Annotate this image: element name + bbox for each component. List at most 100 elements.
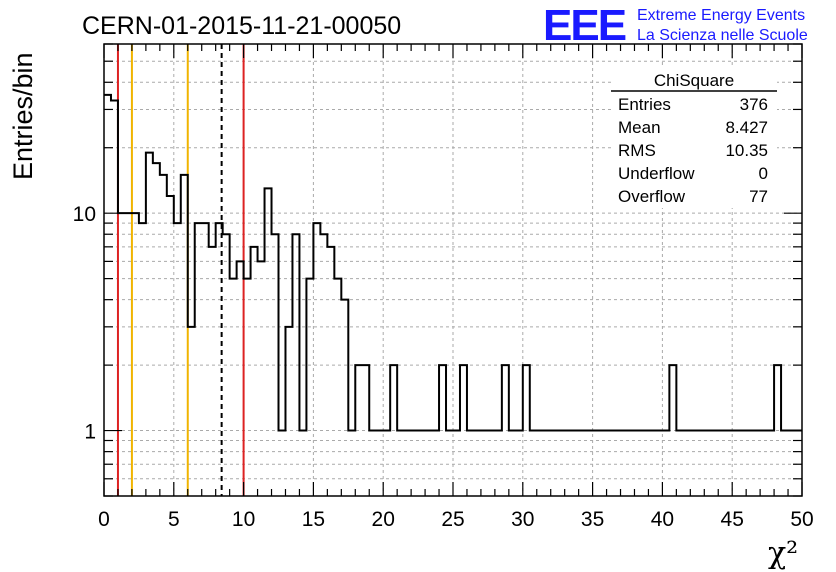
histogram-bin xyxy=(530,431,537,496)
histogram-bin xyxy=(495,431,502,496)
y-tick-label: 10 xyxy=(73,203,96,226)
histogram-bin xyxy=(167,196,174,496)
histogram-bin xyxy=(767,431,774,496)
histogram-bin xyxy=(711,431,718,496)
histogram-bin xyxy=(425,431,432,496)
stats-label-entries: Entries xyxy=(618,95,671,114)
histogram-bin xyxy=(621,431,628,496)
axis-ticks xyxy=(103,43,803,497)
histogram-bin xyxy=(669,365,676,496)
histogram-bin xyxy=(467,431,474,496)
stats-box: ChiSquare Entries 376 Mean 8.427 RMS 10.… xyxy=(611,68,777,208)
histogram-bin xyxy=(474,431,481,496)
histogram-bin xyxy=(432,431,439,496)
histogram-bin xyxy=(390,365,397,496)
histogram-bin xyxy=(111,100,118,496)
histogram-bin xyxy=(202,223,209,496)
run-title: CERN-01-2015-11-21-00050 xyxy=(82,12,401,40)
histogram-bin xyxy=(593,431,600,496)
histogram-bin xyxy=(607,431,614,496)
x-tick-label: 5 xyxy=(168,508,180,531)
histogram-bin xyxy=(279,431,286,496)
x-tick-label: 35 xyxy=(581,508,604,531)
histogram-bin xyxy=(746,431,753,496)
histogram-bin xyxy=(690,431,697,496)
grid xyxy=(104,44,802,496)
histogram-bin xyxy=(662,431,669,496)
histogram-bin xyxy=(628,431,635,496)
histogram-bin xyxy=(244,279,251,496)
stats-label-overflow: Overflow xyxy=(618,187,686,206)
histogram-bin xyxy=(760,431,767,496)
histogram-bin xyxy=(523,365,530,496)
histogram-bin xyxy=(502,365,509,496)
histogram-bin xyxy=(739,431,746,496)
histogram-bin xyxy=(139,223,146,496)
x-tick-label: 40 xyxy=(651,508,674,531)
stats-value-mean: 8.427 xyxy=(725,118,768,137)
histogram-bin xyxy=(614,431,621,496)
histogram-bin xyxy=(285,327,292,496)
histogram-bin xyxy=(383,431,390,496)
histogram-bin xyxy=(174,223,181,496)
histogram-bin xyxy=(369,431,376,496)
histogram-bin xyxy=(251,247,258,496)
histogram-bin xyxy=(732,431,739,496)
histogram-bin xyxy=(516,431,523,496)
x-tick-label: 0 xyxy=(98,508,110,531)
histogram-bin xyxy=(725,431,732,496)
histogram-bin xyxy=(453,431,460,496)
x-axis-title: χ² xyxy=(768,536,798,571)
x-tick-label: 20 xyxy=(372,508,395,531)
x-tick-label: 45 xyxy=(721,508,744,531)
histogram-bin xyxy=(216,223,223,496)
histogram-bin xyxy=(572,431,579,496)
stats-value-underflow: 0 xyxy=(759,164,768,183)
x-tick-label: 25 xyxy=(441,508,464,531)
histogram-bin xyxy=(704,431,711,496)
histogram-bin xyxy=(781,431,788,496)
histogram-bin xyxy=(355,365,362,496)
histogram-bin xyxy=(265,188,272,496)
histogram-bin xyxy=(774,365,781,496)
histogram-bin xyxy=(125,213,132,496)
histogram-bin xyxy=(341,300,348,496)
y-axis-title: Entries/bin xyxy=(8,52,38,180)
histogram-bin xyxy=(446,431,453,496)
histogram-bin xyxy=(292,234,299,496)
x-tick-label: 10 xyxy=(232,508,255,531)
histogram-bin xyxy=(299,431,306,496)
histogram-bin xyxy=(153,163,160,496)
histogram-bin xyxy=(146,153,153,496)
stats-value-overflow: 77 xyxy=(749,187,768,206)
tick-labels: 0 5 10 15 20 25 30 35 40 45 50 1 10 xyxy=(73,203,814,531)
histogram-bin xyxy=(683,431,690,496)
histogram-bin xyxy=(411,431,418,496)
histogram-bin xyxy=(188,327,195,496)
histogram-bin xyxy=(676,431,683,496)
histogram-bin xyxy=(272,234,279,496)
histogram-bin xyxy=(558,431,565,496)
histogram-bin xyxy=(376,431,383,496)
histogram-bin xyxy=(237,261,244,496)
histogram-bin xyxy=(551,431,558,496)
histogram-bin xyxy=(181,175,188,496)
histogram-bin xyxy=(334,279,341,496)
eee-logo: EEE Extreme Energy Events La Scienza nel… xyxy=(543,1,808,50)
histogram-bin xyxy=(418,431,425,496)
histogram-bin xyxy=(655,431,662,496)
histogram xyxy=(104,93,802,496)
histogram-bin xyxy=(397,431,404,496)
x-tick-label: 15 xyxy=(302,508,325,531)
eee-logo-line1: Extreme Energy Events xyxy=(637,7,805,24)
histogram-bin xyxy=(544,431,551,496)
y-tick-label: 1 xyxy=(84,421,96,444)
histogram-bin xyxy=(634,431,641,496)
histogram-bin xyxy=(104,95,111,496)
histogram-bin xyxy=(648,431,655,496)
histogram-bin xyxy=(118,213,125,496)
histogram-bin xyxy=(579,431,586,496)
histogram-bin xyxy=(230,279,237,496)
histogram-bin xyxy=(209,247,216,496)
